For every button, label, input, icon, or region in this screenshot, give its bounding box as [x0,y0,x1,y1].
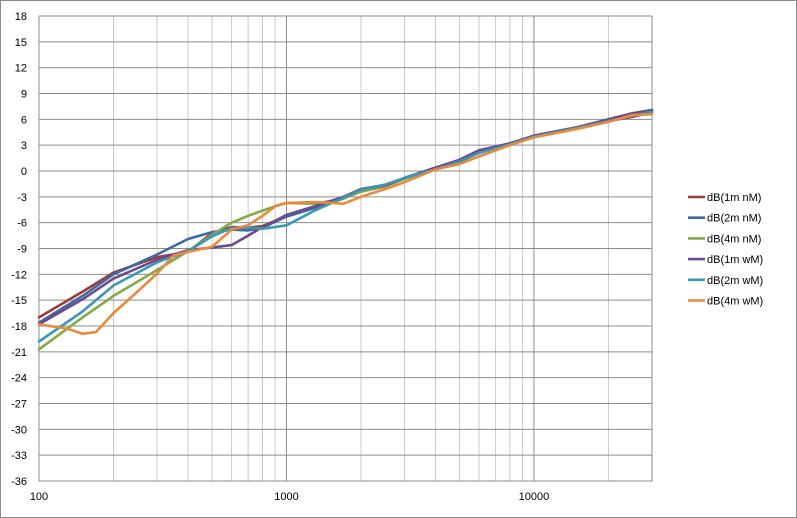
legend-label: dB(2m wM) [707,275,763,287]
x-tick-label: 10000 [519,491,550,503]
series-lines [37,108,654,351]
legend-label: dB(4m nM) [707,233,761,245]
y-tick-label: 3 [21,140,27,152]
y-tick-label: -24 [11,373,27,385]
series-line-2 [37,108,654,324]
y-tick-label: -27 [11,399,27,411]
legend-label: dB(1m nM) [707,192,761,204]
y-tick-label: -21 [11,347,27,359]
y-tick-label: -30 [11,424,27,436]
legend: dB(1m nM) dB(2m nM) dB(4m nM) dB(1m wM) dB(2… [688,192,763,308]
series-line-5 [37,110,654,343]
y-tick-label: -15 [11,295,27,307]
legend-item-5: dB(2m wM) [688,275,763,287]
x-axis-tick-labels: 100 1000 10000 [30,491,549,503]
y-tick-label: -33 [11,450,27,462]
legend-item-4: dB(1m wM) [688,254,763,266]
plot-area-border [38,15,653,482]
series-line-4 [37,109,654,326]
y-axis-tick-labels: -36-33-30-27-24-21-18-15-12-9-6-30369121… [11,11,27,488]
y-tick-label: 0 [21,166,27,178]
y-tick-label: -6 [17,218,27,230]
legend-label: dB(2m nM) [707,213,761,225]
legend-item-2: dB(2m nM) [688,213,761,225]
legend-item-1: dB(1m nM) [688,192,761,204]
legend-label: dB(1m wM) [707,254,763,266]
legend-item-3: dB(4m nM) [688,233,761,245]
y-tick-label: 12 [15,63,27,75]
y-tick-label: 18 [15,11,27,23]
x-tick-label: 1000 [274,491,298,503]
y-tick-label: -18 [11,321,27,333]
y-tick-label: -36 [11,476,27,488]
series-line-3 [37,110,654,351]
x-tick-label: 100 [30,491,48,503]
y-tick-label: 9 [21,89,27,101]
major-grid [38,15,652,482]
y-tick-label: -9 [17,244,27,256]
y-tick-label: 15 [15,37,27,49]
series-line-6 [37,112,654,336]
y-tick-label: -12 [11,269,27,281]
legend-label: dB(4m wM) [707,296,763,308]
legend-item-6: dB(4m wM) [688,296,763,308]
y-tick-label: -3 [17,192,27,204]
y-tick-label: 6 [21,114,27,126]
